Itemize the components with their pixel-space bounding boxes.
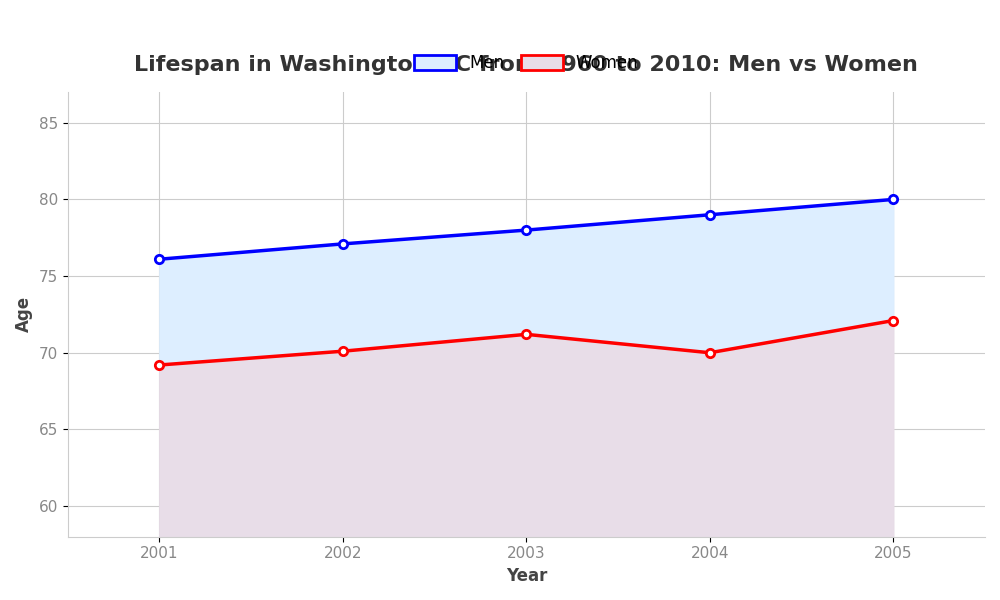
- X-axis label: Year: Year: [506, 567, 547, 585]
- Y-axis label: Age: Age: [15, 296, 33, 332]
- Title: Lifespan in Washington DC from 1960 to 2010: Men vs Women: Lifespan in Washington DC from 1960 to 2…: [134, 55, 918, 75]
- Legend: Men, Women: Men, Women: [407, 47, 645, 79]
